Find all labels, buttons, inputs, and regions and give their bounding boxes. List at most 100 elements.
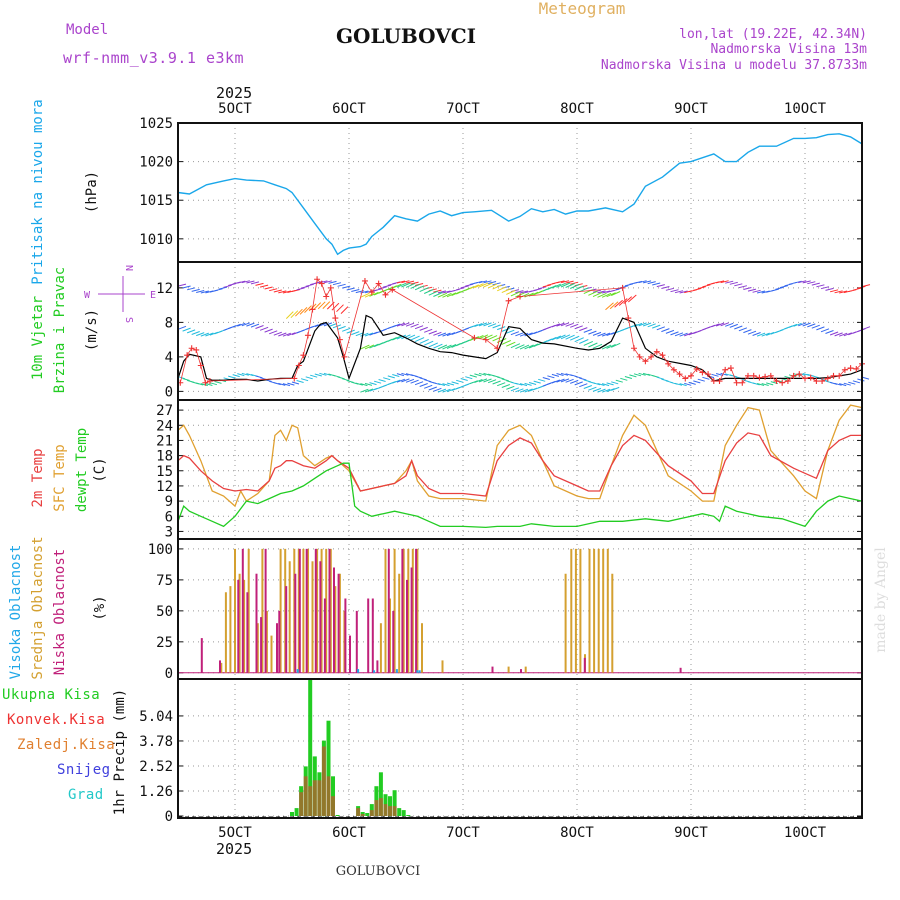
- wind-arrow: [720, 372, 728, 376]
- top-tick-label: 8OCT: [560, 101, 594, 117]
- wind-arrow: [469, 374, 477, 378]
- wind-arrow: [487, 323, 497, 328]
- wind-arrow: [487, 335, 498, 341]
- wind-arrow: [273, 331, 282, 336]
- wind-arrow: [702, 284, 711, 288]
- wind-arrow: [852, 287, 862, 291]
- wind-arrow: [423, 289, 434, 294]
- wind-arrow: [738, 285, 748, 289]
- wind-arrow: [647, 281, 656, 285]
- wind-arrow: [501, 339, 512, 345]
- wind-arrow: [761, 383, 769, 386]
- bottom-year: 2025: [216, 840, 252, 858]
- wind-arrow: [624, 376, 633, 379]
- wind-arrow: [433, 387, 442, 392]
- gust-marker: [830, 372, 837, 379]
- compass-e: E: [150, 290, 156, 301]
- wind-arrow: [816, 284, 825, 288]
- wind-arrow: [331, 302, 340, 311]
- wind-arrow: [775, 286, 784, 290]
- wind-arrow: [788, 323, 798, 328]
- altitude: Nadmorska Visina 13m: [710, 42, 867, 57]
- wind-arrow: [295, 308, 303, 317]
- gust-marker: [341, 353, 348, 360]
- wind-arrow: [437, 290, 447, 294]
- wind-arrow: [437, 388, 447, 393]
- wind-arrow: [506, 289, 516, 295]
- top-tick-label: 7OCT: [446, 101, 480, 117]
- wind-arrow: [515, 388, 524, 393]
- wind-arrow: [483, 282, 493, 288]
- wind-arrow: [259, 326, 269, 331]
- wind-arrow: [501, 288, 512, 294]
- gust-marker: [682, 375, 689, 382]
- gust-marker: [699, 369, 706, 376]
- wind-arrow: [629, 374, 637, 378]
- gust-marker: [705, 371, 712, 378]
- wind-arrow: [734, 283, 743, 287]
- gust-marker: [197, 362, 204, 369]
- precip-bar: [365, 813, 370, 816]
- precip-bar: [369, 810, 374, 817]
- precip-bar: [331, 776, 335, 816]
- wind-arrow: [528, 343, 539, 349]
- wind-arrow: [428, 290, 439, 296]
- gust-marker: [739, 379, 746, 386]
- wind-arrow: [369, 291, 379, 297]
- wind-arrow: [246, 280, 255, 284]
- wind-arrow: [492, 380, 501, 385]
- ytick-label: 0: [165, 384, 173, 400]
- wind-arrow: [793, 322, 802, 327]
- gust-marker: [323, 293, 330, 300]
- wind-arrow: [273, 289, 282, 293]
- wind-arrow: [474, 334, 484, 340]
- wind-arrow: [656, 376, 664, 380]
- gust-marker: [779, 379, 786, 386]
- wind-arrow: [592, 387, 602, 392]
- wind-arrow: [674, 382, 683, 386]
- wind-arrow: [638, 372, 646, 376]
- wind-arrow: [807, 323, 816, 328]
- wind-arrow: [410, 283, 420, 289]
- wind-arrow: [423, 340, 434, 346]
- wind-arrow: [232, 374, 240, 378]
- gust-marker: [318, 280, 325, 287]
- wind-arrow: [560, 322, 570, 327]
- gust-marker: [733, 379, 740, 386]
- wind-arrow: [496, 286, 507, 292]
- gust-marker: [361, 277, 368, 284]
- wind-arrow: [715, 322, 725, 327]
- wind-arrow: [487, 379, 497, 384]
- wind-arrow: [483, 372, 491, 376]
- wind-arrow: [547, 375, 555, 379]
- credit: made by Angel: [873, 547, 889, 653]
- gust-marker: [314, 276, 321, 283]
- wind-arrow: [460, 285, 469, 289]
- wind-arrow: [574, 325, 583, 330]
- wind-arrow: [405, 322, 415, 327]
- wind-arrow: [647, 323, 656, 328]
- wind-arrow: [601, 388, 611, 393]
- gust-marker: [636, 353, 643, 360]
- precip-bar: [378, 772, 383, 816]
- wind-arrow: [360, 388, 369, 393]
- wind-arrow: [811, 282, 820, 286]
- precip-bar: [331, 796, 335, 817]
- footer-station: GOLUBOVCI: [336, 864, 421, 879]
- wind-arrow: [711, 323, 720, 328]
- wind-arrow: [241, 372, 249, 376]
- wind-arrow: [519, 383, 528, 387]
- wind-arrow: [414, 381, 424, 386]
- ytick-label: 100: [148, 542, 173, 558]
- wind-arrow: [369, 382, 377, 386]
- top-tick-label: 9OCT: [674, 101, 708, 117]
- cloud-title-low: Niska Oblacnost: [52, 549, 68, 675]
- wind-arrow: [364, 382, 373, 386]
- wind-arrow: [620, 377, 628, 381]
- wind-arrow: [451, 381, 459, 385]
- wind-arrow: [373, 288, 383, 292]
- wind-arrow: [538, 378, 546, 382]
- gust-marker: [767, 372, 774, 379]
- wind-arrow: [601, 383, 610, 387]
- compass-n: N: [123, 265, 134, 271]
